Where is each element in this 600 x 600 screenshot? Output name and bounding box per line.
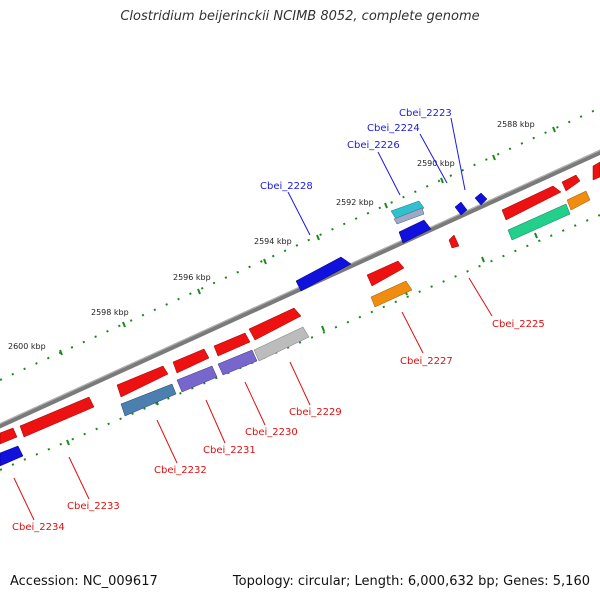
gene-blue-2228 [295, 256, 352, 292]
gene-label-cbei-2225: Cbei_2225 [492, 319, 545, 330]
gene-red-2225 [448, 234, 460, 249]
gene-red-2234 [0, 427, 18, 445]
gene-red-2233 [19, 396, 95, 438]
leader-lines-reverse [13, 277, 493, 521]
gene-red-2222b [501, 185, 562, 221]
gene-blue-2223 [474, 192, 488, 206]
gene-blue-2224 [454, 201, 468, 216]
gene-red-2229 [248, 307, 302, 341]
gene-label-cbei-2230: Cbei_2230 [245, 427, 298, 438]
scale-label-2598: 2598 kbp [91, 308, 129, 317]
scale-label-2600: 2600 kbp [8, 342, 46, 351]
map-title: Clostridium beijerinckii NCIMB 8052, com… [120, 9, 480, 24]
gene-teal-2222d [507, 203, 571, 241]
gene-label-cbei-2229: Cbei_2229 [289, 407, 342, 418]
gene-grey-2229 [253, 326, 310, 362]
gene-blue-2226c [398, 219, 432, 244]
gene-label-cbei-2223: Cbei_2223 [399, 108, 452, 119]
gene-grey-2226b [393, 207, 425, 225]
gene-red-2222a [561, 174, 581, 192]
gene-red-far-right [592, 161, 600, 181]
gene-purple-2231 [176, 365, 218, 393]
scale-label-2594: 2594 kbp [254, 237, 292, 246]
leader-lines-forward [287, 117, 466, 236]
gene-red-2230 [213, 332, 251, 357]
gene-blue-2234 [0, 445, 24, 467]
gene-orange-2227 [370, 280, 413, 308]
gene-orange-2222c [566, 190, 591, 211]
genome-info-text: Topology: circular; Length: 6,000,632 bp… [232, 574, 590, 589]
gene-purple-2230 [217, 349, 258, 376]
gene-label-cbei-2228: Cbei_2228 [260, 181, 313, 192]
gene-label-cbei-2231: Cbei_2231 [203, 445, 256, 456]
gene-red-2232 [116, 365, 169, 398]
scale-label-2592: 2592 kbp [336, 198, 374, 207]
gene-cyan-2226 [390, 200, 425, 220]
gene-label-cbei-2233: Cbei_2233 [67, 501, 120, 512]
gene-red-2221 [366, 260, 405, 287]
scale-track-inner [0, 214, 600, 471]
gene-label-cbei-2224: Cbei_2224 [367, 123, 420, 134]
scale-label-2588: 2588 kbp [497, 120, 535, 129]
gene-label-cbei-2226: Cbei_2226 [347, 140, 400, 151]
forward-strand-genes [0, 161, 600, 445]
gene-label-cbei-2234: Cbei_2234 [12, 522, 65, 533]
accession-text: Accession: NC_009617 [10, 574, 158, 589]
gene-label-cbei-2227: Cbei_2227 [400, 356, 453, 367]
gene-red-2231 [172, 348, 210, 374]
reverse-strand-genes [0, 190, 591, 467]
scale-label-2596: 2596 kbp [173, 273, 211, 282]
gene-label-cbei-2232: Cbei_2232 [154, 465, 207, 476]
gene-steel-2232 [120, 383, 177, 417]
